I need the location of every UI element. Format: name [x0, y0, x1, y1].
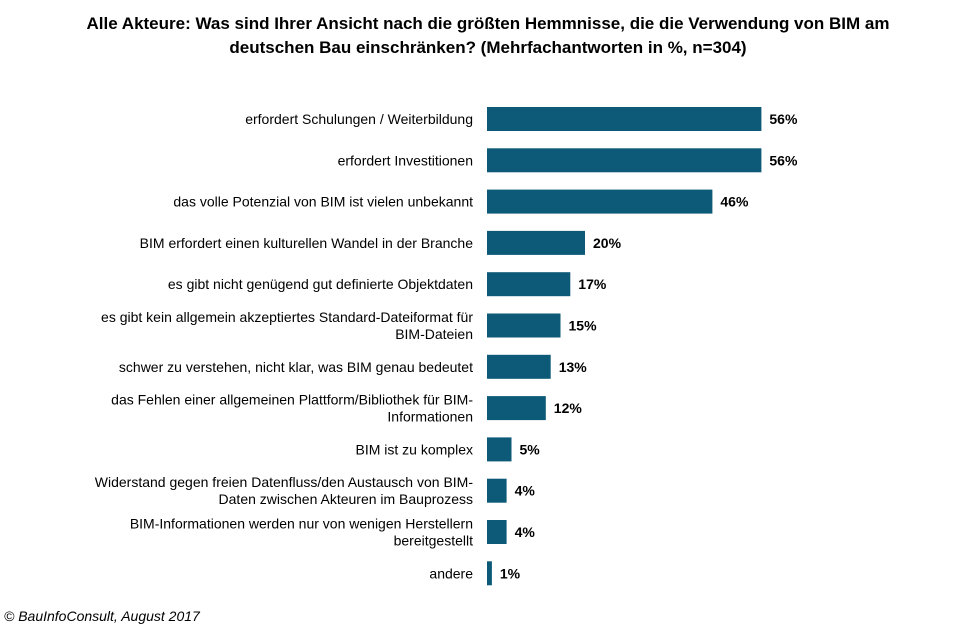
value-label-1: 56%	[769, 152, 798, 168]
category-label-3: BIM erfordert einen kulturellen Wandel i…	[140, 235, 474, 251]
value-label-3: 20%	[593, 235, 622, 251]
category-label-5: es gibt kein allgemein akzeptiertes Stan…	[101, 309, 473, 342]
value-label-11: 1%	[500, 565, 521, 581]
bar-5	[487, 313, 561, 338]
value-label-0: 56%	[769, 111, 798, 127]
category-label-1: erfordert Investitionen	[338, 152, 473, 168]
category-label-10: BIM-Informationen werden nur von wenigen…	[130, 516, 473, 549]
bar-11	[487, 561, 492, 586]
value-label-4: 17%	[578, 276, 607, 292]
bar-0	[487, 107, 762, 131]
value-label-6: 13%	[559, 359, 588, 375]
category-label-7: das Fehlen einer allgemeinen Plattform/B…	[111, 392, 473, 425]
bar-4	[487, 272, 571, 297]
bar-2	[487, 189, 713, 214]
value-label-8: 5%	[520, 441, 541, 457]
bar-chart: 56% erfordert Schulungen / Weiterbildung 5…	[95, 107, 798, 586]
bar-6	[487, 354, 551, 379]
bar-8	[487, 437, 512, 462]
category-label-8: BIM ist zu komplex	[356, 441, 473, 457]
value-label-2: 46%	[720, 194, 749, 210]
chart-title-line-1: Alle Akteure: Was sind Ihrer Ansicht nac…	[86, 14, 890, 33]
bar-7	[487, 396, 546, 421]
bar-10	[487, 520, 507, 544]
value-label-5: 15%	[569, 318, 598, 334]
category-label-2: das volle Potenzial von BIM ist vielen u…	[173, 194, 473, 210]
value-label-7: 12%	[554, 400, 583, 416]
chart-title-line-2: deutschen Bau einschränken? (Mehrfachant…	[229, 38, 747, 57]
category-label-6: schwer zu verstehen, nicht klar, was BIM…	[119, 359, 473, 375]
bar-9	[487, 478, 507, 503]
bar-3	[487, 230, 585, 255]
copyright-note: © BauInfoConsult, August 2017	[4, 608, 200, 624]
category-label-11: andere	[429, 565, 473, 581]
bar-1	[487, 148, 762, 173]
category-label-9: Widerstand gegen freien Datenfluss/den A…	[95, 474, 474, 507]
value-label-10: 4%	[515, 524, 536, 540]
category-label-4: es gibt nicht genügend gut definierte Ob…	[168, 276, 473, 292]
value-label-9: 4%	[515, 483, 536, 499]
chart-title: Alle Akteure: Was sind Ihrer Ansicht nac…	[0, 12, 976, 60]
category-label-0: erfordert Schulungen / Weiterbildung	[245, 111, 473, 127]
